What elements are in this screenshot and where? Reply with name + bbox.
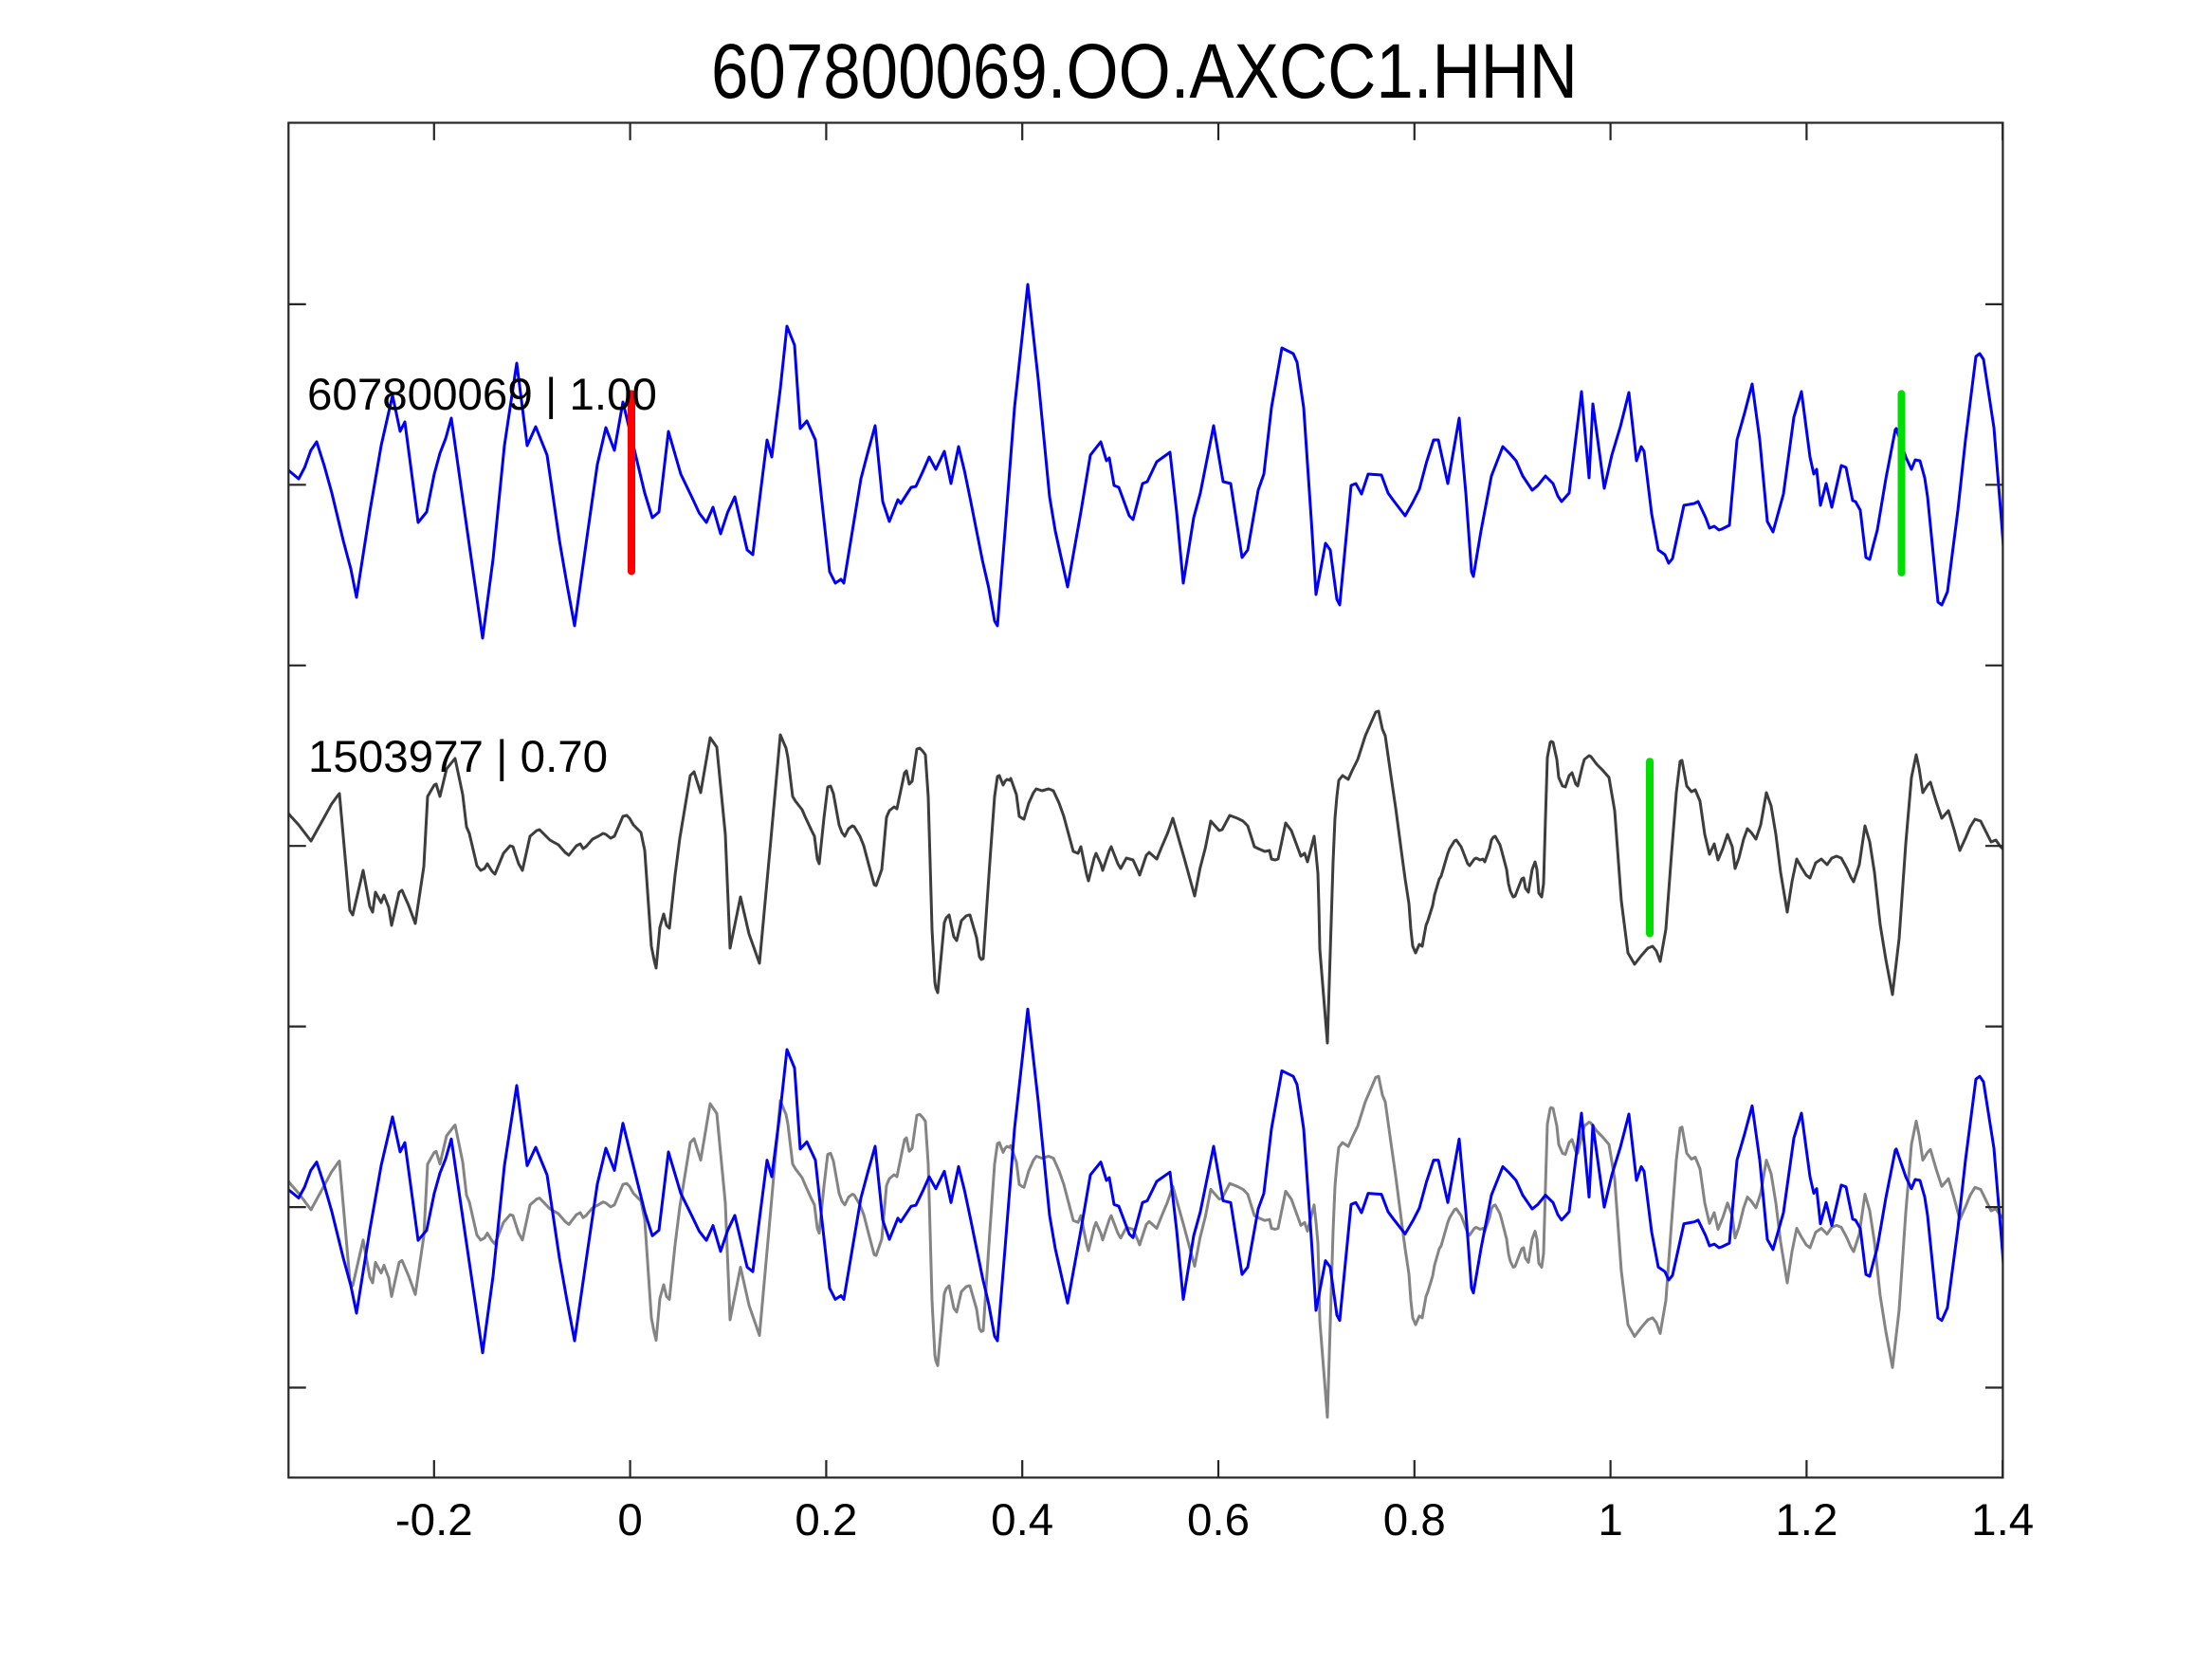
svg-text:607800069 | 1.00: 607800069 | 1.00 xyxy=(307,370,657,420)
svg-text:1: 1 xyxy=(1598,1495,1622,1545)
svg-text:1503977 | 0.70: 1503977 | 0.70 xyxy=(308,732,608,782)
svg-text:0: 0 xyxy=(617,1495,642,1545)
svg-text:1.2: 1.2 xyxy=(1775,1495,1837,1545)
svg-text:0.8: 0.8 xyxy=(1383,1495,1446,1545)
svg-text:607800069.OO.AXCC1.HHN: 607800069.OO.AXCC1.HHN xyxy=(711,28,1578,115)
svg-text:-0.2: -0.2 xyxy=(395,1495,473,1545)
svg-text:0.2: 0.2 xyxy=(795,1495,857,1545)
svg-text:0.6: 0.6 xyxy=(1187,1495,1250,1545)
svg-text:0.4: 0.4 xyxy=(991,1495,1053,1545)
svg-text:1.4: 1.4 xyxy=(1971,1495,2034,1545)
